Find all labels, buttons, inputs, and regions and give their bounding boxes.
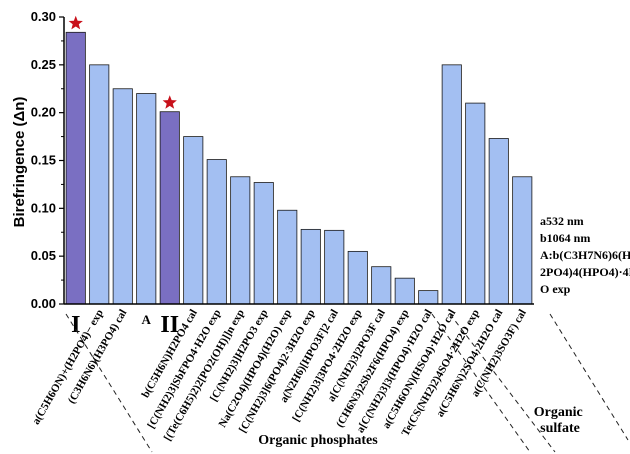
bar-4 (159, 111, 180, 305)
bar-11 (324, 229, 345, 305)
bar-18 (488, 138, 509, 305)
y-axis-ticks: 0.00 0.05 0.10 0.15 0.20 0.25 0.30 (31, 9, 64, 311)
y-tick-label: 0.00 (31, 296, 56, 311)
star-icon (162, 95, 177, 109)
bar-3 (136, 93, 157, 305)
bar-10 (300, 228, 321, 305)
bar-0 (65, 31, 86, 305)
bar-7 (230, 176, 251, 305)
bar-6 (206, 159, 227, 305)
footnote-line: O exp (540, 282, 571, 296)
y-tick-label: 0.10 (31, 200, 56, 215)
footnote-line: 2PO4)4(HPO4)·4H2 (540, 265, 630, 279)
bar-1 (89, 64, 110, 305)
group-label-sulfate: Organic sulfate (534, 405, 587, 436)
bar-12 (347, 250, 368, 305)
bar-5 (183, 136, 204, 305)
category-label-roman: II (160, 312, 179, 338)
category-label: A (142, 312, 152, 327)
star-icon (68, 15, 83, 30)
bar-2 (112, 88, 133, 305)
group-label-phosphates: Organic phosphates (258, 433, 378, 448)
footnote-line: a532 nm (540, 214, 584, 228)
y-tick-label: 0.05 (31, 248, 56, 263)
y-tick-label: 0.20 (31, 105, 56, 120)
bar-19 (512, 176, 533, 305)
bar-8 (253, 182, 274, 305)
y-axis-label: Birefringence (Δn) (11, 97, 28, 228)
footnote-line: A:b(C3H7N6)6(H (540, 248, 630, 262)
group-divider-lines (65, 313, 629, 453)
footnote-line: b1064 nm (540, 231, 590, 245)
bar-17 (465, 102, 486, 305)
axes (63, 17, 534, 305)
bar-15 (418, 290, 439, 305)
highlight-markers (68, 15, 177, 109)
category-label-roman: I (71, 312, 80, 338)
footnotes: a532 nm b1064 nm A:b(C3H7N6)6(H 2PO4)4(HPO4… (540, 214, 630, 296)
y-tick-label: 0.15 (31, 153, 56, 168)
y-tick-label: 0.25 (31, 57, 56, 72)
bar-16 (441, 64, 462, 305)
y-tick-label: 0.30 (31, 9, 56, 24)
bars (65, 31, 533, 305)
category-labels: Ia(C5H6ON)+(H2PO4)− exp(C3H6N6)(H3PO4) c… (30, 308, 529, 444)
bar-13 (371, 266, 392, 305)
bar-14 (394, 277, 415, 305)
bar-9 (277, 209, 298, 305)
